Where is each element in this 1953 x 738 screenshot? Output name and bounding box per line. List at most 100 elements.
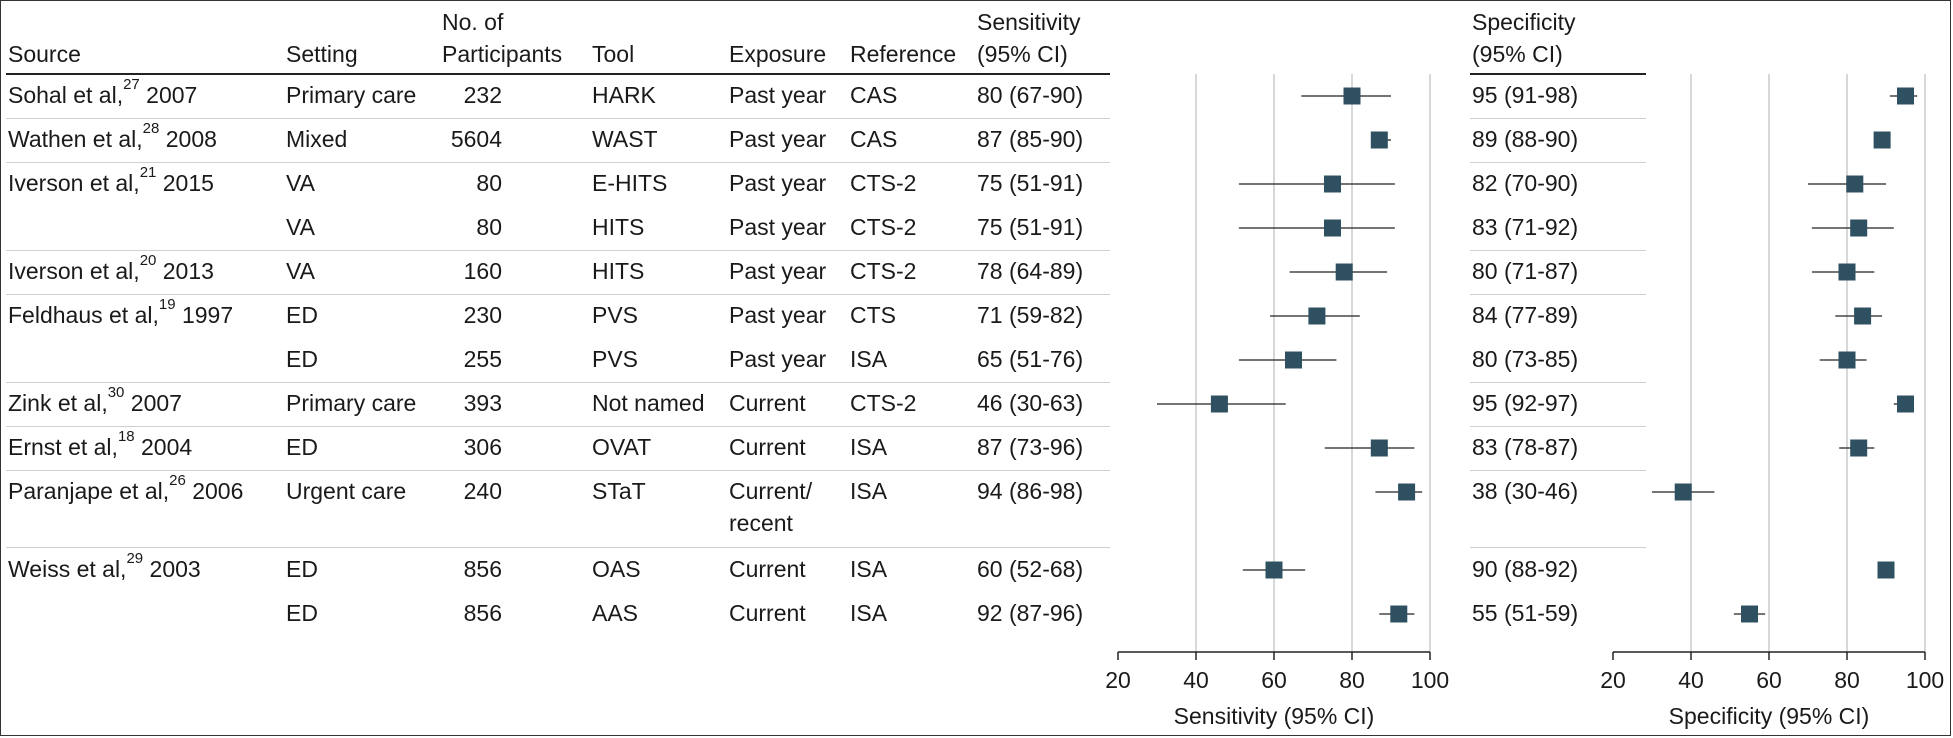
specificity-value: 55 (51-59) <box>1472 600 1579 626</box>
row-separator <box>1470 382 1646 383</box>
participants-cell: 240 <box>463 478 502 504</box>
header-source: Source <box>8 41 81 67</box>
setting-cell: VA <box>286 214 315 240</box>
source-year: 2007 <box>146 82 198 108</box>
sensitivity-tick-label: 40 <box>1183 667 1209 693</box>
source-year: 2004 <box>141 434 193 460</box>
reference-cell: ISA <box>850 434 888 460</box>
exposure-cell-line2: recent <box>729 510 793 536</box>
source-author: Wathen et al, <box>8 126 143 152</box>
row-separator <box>1470 118 1646 119</box>
source-author: Sohal et al, <box>8 82 124 108</box>
exposure-cell: Past year <box>729 346 827 372</box>
specificity-tick-label: 40 <box>1678 667 1704 693</box>
header-participants-line2: Participants <box>442 41 563 67</box>
source-cell: Wathen et al,28 2008 <box>8 121 217 154</box>
specificity-value: 83 (71-92) <box>1472 214 1579 240</box>
header-specificity-line1: Specificity <box>1472 9 1576 35</box>
reference-cell: CTS-2 <box>850 390 917 416</box>
reference-cell: CTS <box>850 302 896 328</box>
row-separator <box>6 294 1110 295</box>
specificity-point-marker <box>1846 175 1864 193</box>
header-exposure: Exposure <box>729 41 827 67</box>
sensitivity-tick-label: 20 <box>1105 667 1131 693</box>
exposure-cell: Current/ <box>729 478 813 504</box>
source-cell: Ernst et al,18 2004 <box>8 429 193 462</box>
specificity-value: 95 (91-98) <box>1472 82 1579 108</box>
tool-cell: PVS <box>592 346 639 372</box>
row-separator <box>6 426 1110 427</box>
setting-cell: Urgent care <box>286 478 407 504</box>
sensitivity-value: 75 (51-91) <box>977 214 1084 240</box>
header-participants-line1: No. of <box>442 9 504 35</box>
tool-cell: HITS <box>592 214 645 240</box>
specificity-tick-label: 20 <box>1600 667 1626 693</box>
participants-cell: 393 <box>463 390 502 416</box>
specificity-value: 84 (77-89) <box>1472 302 1579 328</box>
participants-cell: 856 <box>463 600 502 626</box>
row-separator <box>1470 250 1646 251</box>
specificity-tick-label: 60 <box>1756 667 1782 693</box>
source-reference-number: 21 <box>139 164 157 181</box>
sensitivity-value: 78 (64-89) <box>977 258 1084 284</box>
participants-cell: 5604 <box>450 126 502 152</box>
sensitivity-value: 65 (51-76) <box>977 346 1084 372</box>
reference-cell: ISA <box>850 346 888 372</box>
exposure-cell: Past year <box>729 82 827 108</box>
specificity-value: 83 (78-87) <box>1472 434 1579 460</box>
specificity-point-marker <box>1850 219 1868 237</box>
row-separator <box>6 250 1110 251</box>
source-cell: Sohal et al,27 2007 <box>8 77 198 110</box>
exposure-cell: Past year <box>729 302 827 328</box>
source-cell: Iverson et al,20 2013 <box>8 253 214 286</box>
tool-cell: E-HITS <box>592 170 668 196</box>
participants-cell: 856 <box>463 556 502 582</box>
source-reference-number: 20 <box>139 252 157 269</box>
sensitivity-value: 87 (85-90) <box>977 126 1084 152</box>
source-reference-number: 19 <box>158 296 176 313</box>
header-sensitivity-line1: Sensitivity <box>977 9 1081 35</box>
specificity-value: 82 (70-90) <box>1472 170 1579 196</box>
sensitivity-tick-label: 60 <box>1261 667 1287 693</box>
row-separator <box>1470 470 1646 471</box>
sensitivity-value: 46 (30-63) <box>977 390 1084 416</box>
header-tool: Tool <box>592 41 635 67</box>
tool-cell: Not named <box>592 390 705 416</box>
source-reference-number: 27 <box>123 76 140 93</box>
row-separator <box>6 470 1110 471</box>
sensitivity-point-marker <box>1285 351 1302 369</box>
setting-cell: ED <box>286 346 318 372</box>
specificity-point-marker <box>1897 87 1914 105</box>
specificity-point-marker <box>1741 605 1758 623</box>
header-reference: Reference <box>850 41 957 67</box>
sensitivity-value: 60 (52-68) <box>977 556 1084 582</box>
source-year: 2003 <box>149 556 201 582</box>
participants-cell: 230 <box>463 302 502 328</box>
specificity-point-marker <box>1838 263 1856 281</box>
source-author: Paranjape et al, <box>8 478 170 504</box>
source-year: 1997 <box>181 302 234 328</box>
tool-cell: OAS <box>592 556 641 582</box>
sensitivity-axis-label: Sensitivity (95% CI) <box>1174 703 1375 729</box>
source-reference-number: 30 <box>107 384 125 401</box>
specificity-value: 80 (71-87) <box>1472 258 1579 284</box>
tool-cell: PVS <box>592 302 639 328</box>
specificity-tick-label: 80 <box>1834 667 1860 693</box>
participants-cell: 232 <box>463 82 502 108</box>
specificity-point-marker <box>1873 131 1891 149</box>
source-cell: Iverson et al,21 2015 <box>8 165 214 198</box>
exposure-cell: Current <box>729 600 806 626</box>
source-author: Iverson et al, <box>8 170 140 196</box>
exposure-cell: Past year <box>729 214 827 240</box>
source-reference-number: 26 <box>169 472 186 489</box>
reference-cell: CTS-2 <box>850 214 917 240</box>
source-author: Iverson et al, <box>8 258 140 284</box>
sensitivity-value: 75 (51-91) <box>977 170 1084 196</box>
tool-cell: HARK <box>592 82 656 108</box>
sensitivity-point-marker <box>1324 175 1341 193</box>
reference-cell: ISA <box>850 478 888 504</box>
row-separator <box>1470 162 1646 163</box>
header-rule-right <box>1470 73 1646 75</box>
specificity-point-marker <box>1854 307 1872 325</box>
source-cell: Zink et al,30 2007 <box>8 385 182 418</box>
